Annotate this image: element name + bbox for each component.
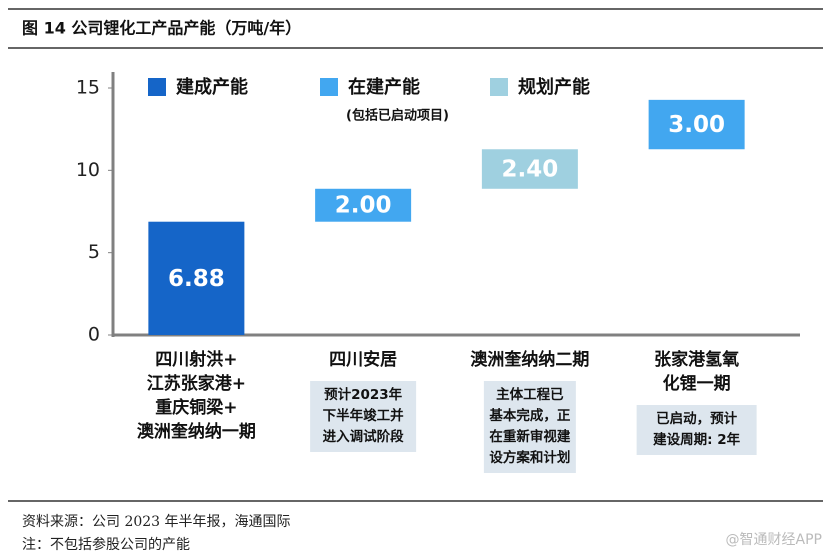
value-label: 3.00 (668, 112, 725, 138)
value-label: 2.00 (335, 193, 392, 219)
y-tick-label: 5 (88, 241, 100, 263)
note-text: 进入调试阶段 (323, 428, 404, 445)
value-label: 2.40 (502, 157, 559, 183)
bar (148, 221, 245, 335)
note-text: 在重新审视建 (489, 428, 570, 445)
x-tick-label: 澳洲奎纳纳二期 (470, 349, 589, 370)
note-text: 已启动，预计 (656, 410, 737, 427)
value-label: 6.88 (168, 266, 225, 292)
x-tick-label: 澳洲奎纳纳一期 (137, 421, 256, 442)
note-text: 设方案和计划 (489, 449, 570, 466)
x-tick-label: 四川安居 (329, 349, 397, 370)
legend-subtext: (包括已启动项目) (346, 108, 449, 124)
y-tick-label: 15 (76, 77, 100, 99)
x-tick-label: 张家港氢氧 (654, 349, 739, 370)
legend-label: 在建产能 (348, 76, 420, 98)
note-text: 下半年竣工并 (323, 407, 404, 424)
note-box (483, 381, 576, 473)
legend-label: 建成产能 (176, 76, 248, 98)
note-text: 主体工程已 (496, 386, 564, 403)
y-tick-label: 10 (76, 159, 100, 181)
x-tick-label: 化锂一期 (663, 373, 731, 394)
x-tick-label: 四川射洪+ (155, 349, 237, 370)
legend-swatch (148, 78, 166, 96)
chart-title: 图 14 公司锂化工产品产能（万吨/年） (22, 19, 301, 38)
bar (648, 99, 745, 150)
note-box (310, 381, 417, 452)
watermark: @智通财经APP (726, 532, 822, 548)
x-tick-label: 江苏张家港+ (147, 373, 246, 394)
y-tick-label: 0 (88, 324, 100, 346)
bar (315, 188, 412, 222)
source: 资料来源：公司 2023 年半年报，海通国际 (22, 514, 291, 530)
legend-swatch (490, 78, 508, 96)
note-text: 基本完成，正 (489, 407, 570, 424)
note-text: 预计2023年 (324, 386, 403, 403)
note-text: 建设周期: 2年 (652, 431, 740, 448)
legend-swatch (320, 78, 338, 96)
legend-label: 规划产能 (518, 76, 590, 98)
note-box (636, 405, 757, 455)
note: 注：不包括参股公司的产能 (22, 536, 190, 553)
bar (481, 149, 578, 189)
x-tick-label: 重庆铜梁+ (155, 397, 237, 418)
